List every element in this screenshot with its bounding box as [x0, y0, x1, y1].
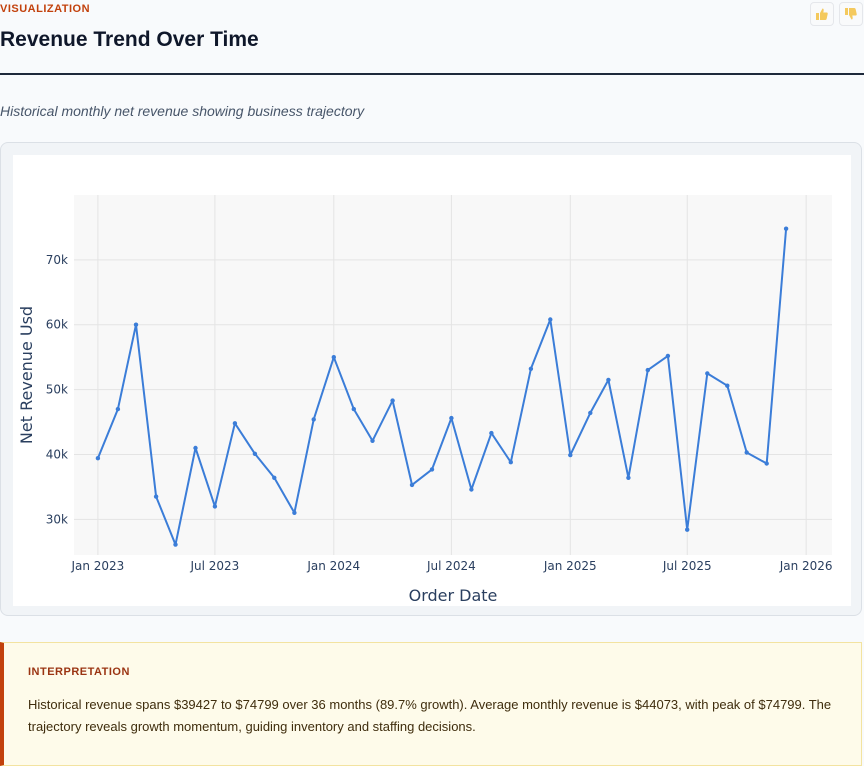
x-tick-label: Jul 2025: [662, 559, 712, 573]
data-point[interactable]: [568, 452, 573, 458]
chart-subtitle: Historical monthly net revenue showing b…: [0, 103, 365, 119]
x-tick-label: Jan 2024: [306, 559, 360, 573]
data-point[interactable]: [311, 417, 316, 422]
data-point[interactable]: [133, 322, 139, 327]
thumbs-down-button[interactable]: [839, 2, 863, 26]
x-tick-label: Jul 2024: [426, 559, 476, 573]
data-point[interactable]: [685, 527, 690, 532]
x-tick-label: Jan 2025: [543, 559, 597, 573]
data-point[interactable]: [744, 450, 749, 455]
data-point[interactable]: [193, 445, 198, 451]
data-point[interactable]: [489, 430, 494, 436]
data-point[interactable]: [331, 355, 336, 360]
data-point[interactable]: [390, 398, 395, 403]
data-point[interactable]: [115, 406, 121, 412]
interpretation-text: Historical revenue spans $39427 to $7479…: [28, 697, 832, 734]
section-label: VISUALIZATION: [0, 3, 91, 15]
thumbs-up-icon: [816, 8, 828, 20]
data-point[interactable]: [588, 410, 593, 416]
data-point[interactable]: [548, 317, 553, 322]
interpretation-panel: INTERPRETATION Historical revenue spans …: [0, 642, 862, 766]
page-title: Revenue Trend Over Time: [0, 28, 259, 51]
thumbs-up-button[interactable]: [810, 2, 834, 26]
plot-background: [74, 195, 832, 555]
x-tick-label: Jan 2026: [779, 559, 833, 573]
chart-area: 30k 40k 50k 60k 70k Jan 2023 Jul 2023 Jan 2024 J…: [13, 155, 851, 606]
data-point[interactable]: [626, 475, 631, 480]
data-point[interactable]: [252, 451, 258, 456]
interpretation-label: INTERPRETATION: [28, 666, 130, 678]
data-point[interactable]: [469, 487, 474, 492]
data-point[interactable]: [645, 367, 650, 373]
x-axis-title: Order Date: [409, 586, 498, 605]
y-axis-title: Net Revenue Usd: [17, 306, 36, 444]
line-chart: 30k 40k 50k 60k 70k Jan 2023 Jul 2023 Jan 2024 J…: [17, 195, 833, 605]
data-point[interactable]: [351, 406, 356, 412]
data-point[interactable]: [370, 438, 375, 443]
data-point[interactable]: [783, 226, 789, 231]
thumbs-down-icon: [845, 8, 857, 20]
data-point[interactable]: [725, 383, 730, 388]
data-point[interactable]: [95, 456, 101, 461]
data-point[interactable]: [705, 371, 710, 376]
data-point[interactable]: [153, 494, 159, 499]
data-point[interactable]: [292, 510, 297, 515]
data-point[interactable]: [508, 460, 513, 465]
x-tick-label: Jan 2023: [70, 559, 124, 573]
data-point[interactable]: [212, 504, 218, 509]
data-point[interactable]: [173, 542, 178, 547]
chart-card: 30k 40k 50k 60k 70k Jan 2023 Jul 2023 Jan 2024 J…: [0, 142, 862, 616]
y-tick-label: 30k: [46, 512, 68, 526]
title-divider: [0, 73, 864, 75]
data-point[interactable]: [764, 461, 769, 466]
y-tick-label: 60k: [46, 318, 68, 332]
data-point[interactable]: [429, 467, 435, 472]
y-tick-label: 50k: [46, 383, 68, 397]
y-tick-label: 40k: [46, 447, 68, 461]
data-point[interactable]: [449, 415, 454, 421]
data-point[interactable]: [409, 482, 415, 488]
data-point[interactable]: [606, 377, 611, 383]
data-point[interactable]: [272, 475, 277, 480]
y-tick-label: 70k: [46, 253, 68, 267]
data-point[interactable]: [665, 353, 671, 359]
revenue-line: [96, 228, 788, 546]
x-tick-label: Jul 2023: [189, 559, 239, 573]
data-point[interactable]: [232, 421, 238, 426]
data-point[interactable]: [528, 366, 534, 371]
